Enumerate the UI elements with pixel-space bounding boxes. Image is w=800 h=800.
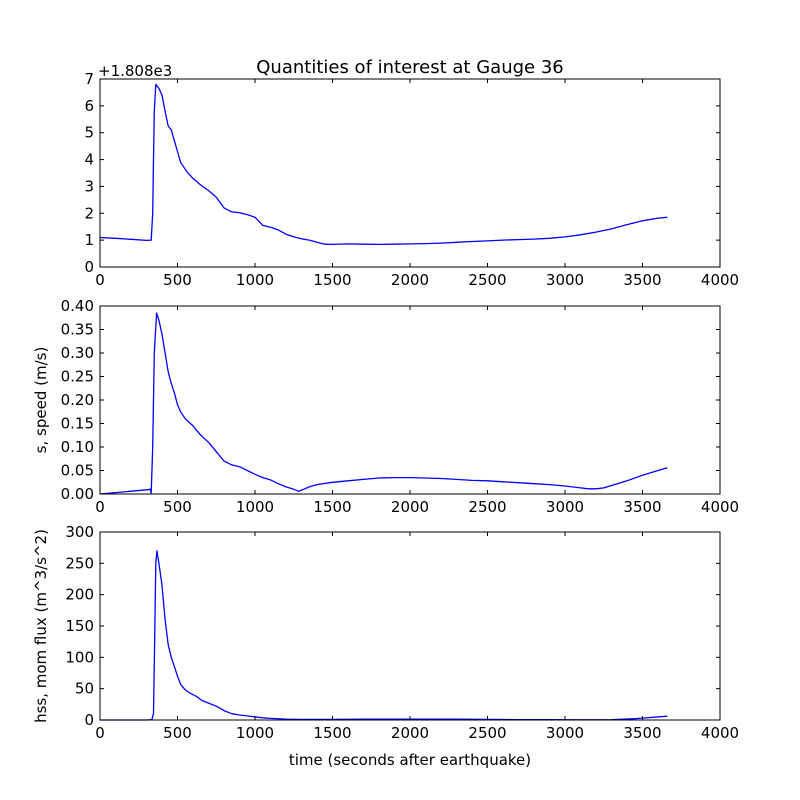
y-tick-label: 0.25 <box>61 368 94 386</box>
x-tick-label: 500 <box>163 724 192 742</box>
y-tick-label: 5 <box>84 124 94 142</box>
x-tick-label: 1500 <box>313 498 351 516</box>
x-tick-label: 1500 <box>313 724 351 742</box>
y-tick-label: 0.30 <box>61 344 94 362</box>
x-tick-label: 3500 <box>623 498 661 516</box>
y-tick-label: 200 <box>65 586 94 604</box>
x-tick-label: 4000 <box>701 271 739 289</box>
x-tick-label: 1000 <box>236 724 274 742</box>
y-tick-label: 0.10 <box>61 438 94 456</box>
y-tick-label: 0.20 <box>61 391 94 409</box>
y-tick-label: 0.15 <box>61 415 94 433</box>
subplot-momentum-flux: 0 500 1000 1500 2000 2500 3000 3500 4000 0 50 100 15… <box>32 523 739 769</box>
x-axis-label: time (seconds after earthquake) <box>289 751 531 769</box>
y-tick-label: 0.05 <box>61 462 94 480</box>
y-tick-label: 0.00 <box>61 485 94 503</box>
x-tick-label: 2000 <box>391 498 429 516</box>
x-tick-label: 3000 <box>546 271 584 289</box>
y-axis-label: s, speed (m/s) <box>32 347 50 454</box>
subplot-speed: 0 500 1000 1500 2000 2500 3000 3500 4000 0.00 0.05… <box>32 297 739 516</box>
y-tick-label: 0.35 <box>61 321 94 339</box>
y-tick-label: 0 <box>84 258 94 276</box>
y-tick-label: 0 <box>84 711 94 729</box>
y-offset-label: +1.808e3 <box>98 62 172 80</box>
y-tick-label: 6 <box>84 97 94 115</box>
x-tick-label: 1500 <box>313 271 351 289</box>
x-tick-label: 0 <box>95 498 105 516</box>
x-tick-label: 3000 <box>546 724 584 742</box>
x-tick-label: 2500 <box>468 724 506 742</box>
subplot-surface: 0 500 1000 1500 2000 2500 3000 3500 4000 0 1 2 3 4 5 6 7… <box>84 62 739 289</box>
x-tick-label: 1000 <box>236 498 274 516</box>
figure-title: Quantities of interest at Gauge 36 <box>256 57 563 78</box>
x-tick-label: 2500 <box>468 498 506 516</box>
x-tick-label: 0 <box>95 271 105 289</box>
y-tick-label: 4 <box>84 151 94 169</box>
y-axis-label: hss, mom flux (m^3/s^2) <box>32 529 50 723</box>
y-tick-label: 150 <box>65 617 94 635</box>
series-line-0 <box>99 83 668 246</box>
x-tick-label: 4000 <box>701 724 739 742</box>
series-line-0 <box>99 312 668 495</box>
y-tick-label: 3 <box>84 177 94 195</box>
x-tick-label: 500 <box>163 271 192 289</box>
y-tick-label: 250 <box>65 554 94 572</box>
y-tick-label: 50 <box>75 680 94 698</box>
x-tick-label: 3000 <box>546 498 584 516</box>
x-tick-label: 3500 <box>623 724 661 742</box>
y-tick-label: 0.40 <box>61 297 94 315</box>
y-tick-label: 2 <box>84 204 94 222</box>
x-tick-label: 2000 <box>391 271 429 289</box>
y-tick-label: 7 <box>84 70 94 88</box>
x-tick-label: 500 <box>163 498 192 516</box>
y-tick-label: 100 <box>65 648 94 666</box>
series-line-0 <box>100 550 668 721</box>
x-tick-label: 4000 <box>701 498 739 516</box>
x-tick-label: 2000 <box>391 724 429 742</box>
x-tick-label: 0 <box>95 724 105 742</box>
x-tick-label: 2500 <box>468 271 506 289</box>
x-tick-label: 3500 <box>623 271 661 289</box>
y-tick-label: 300 <box>65 523 94 541</box>
x-tick-label: 1000 <box>236 271 274 289</box>
y-tick-label: 1 <box>84 231 94 249</box>
